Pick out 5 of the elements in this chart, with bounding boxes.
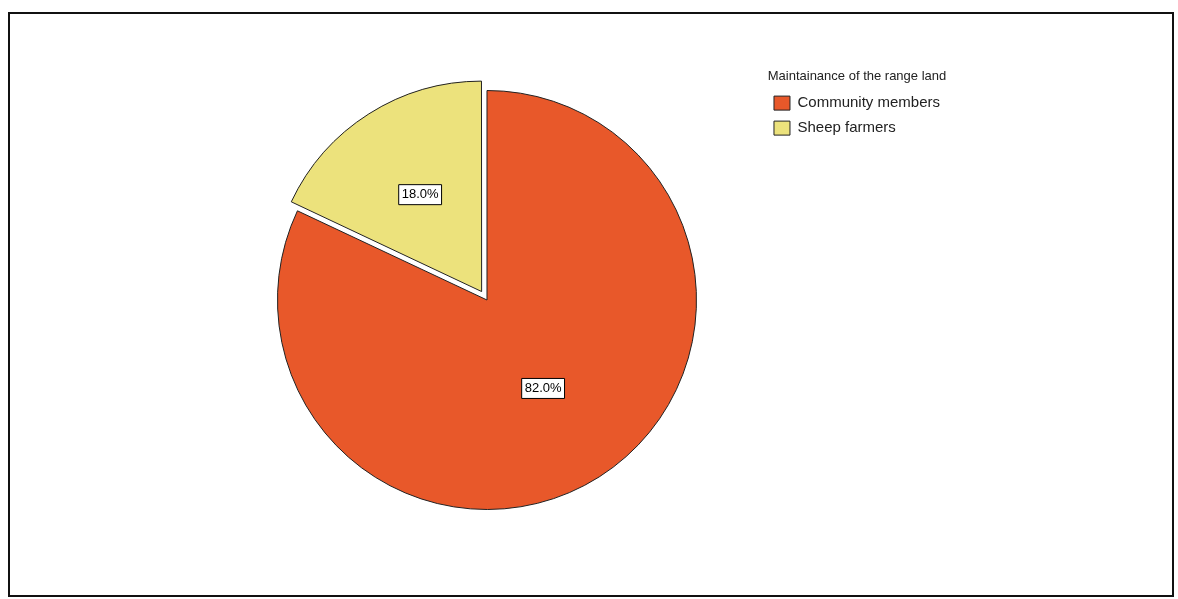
legend-label: Sheep farmers (797, 118, 896, 136)
data-label: 82.0% (524, 380, 562, 396)
legend-title: Maintainance of the range land (767, 68, 947, 84)
data-label: 18.0% (401, 186, 440, 202)
legend-label: Community members (797, 93, 940, 111)
